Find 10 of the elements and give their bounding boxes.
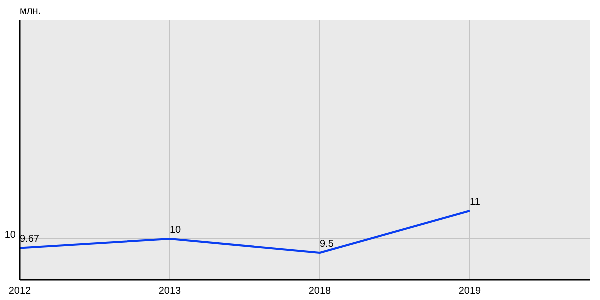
x-tick-label: 2012 <box>8 286 32 297</box>
x-tick-label: 2018 <box>308 286 332 297</box>
data-label: 10 <box>170 225 182 236</box>
x-tick-label: 2019 <box>458 286 482 297</box>
data-label: 11 <box>470 197 481 208</box>
ref-line-label: 10 <box>4 230 16 242</box>
x-tick-label: 2013 <box>158 286 182 297</box>
text: млн. <box>20 6 42 17</box>
data-label: 9.5 <box>320 239 334 250</box>
data-label: 9.67 <box>20 234 40 246</box>
